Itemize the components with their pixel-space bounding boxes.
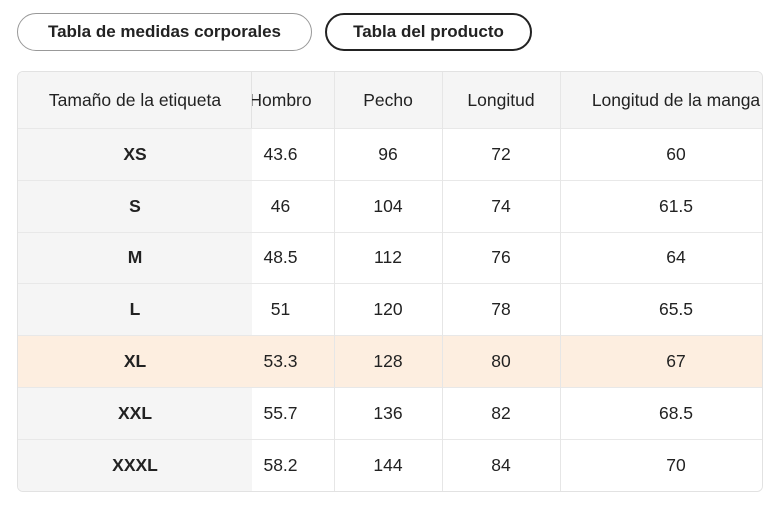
cell-value: 128	[334, 336, 442, 388]
cell-value: 61.5	[560, 180, 762, 233]
cell-value: 58.2	[252, 439, 334, 491]
cell-value: 144	[334, 439, 442, 491]
cell-value: 70	[560, 439, 762, 491]
tab-active[interactable]: Tabla del producto	[325, 13, 532, 51]
size-table: Hombro Pecho Longitud Longitud de la manga 4…	[17, 71, 763, 492]
cell-value: 46	[252, 180, 334, 233]
column-divider	[334, 72, 335, 491]
cell-value: 82	[442, 388, 560, 440]
row-label: XXL	[18, 388, 252, 440]
row-label: XXXL	[18, 439, 252, 491]
cell-value: 112	[334, 232, 442, 285]
cell-value: 74	[442, 180, 560, 233]
header-cell: Longitud	[442, 72, 560, 129]
header-cell: Tamaño de la etiqueta	[18, 72, 252, 129]
cell-value: 51	[252, 284, 334, 337]
header-cell: Hombro	[252, 72, 334, 129]
cell-value: 64	[560, 232, 762, 285]
cell-value: 104	[334, 180, 442, 233]
cell-value: 55.7	[252, 388, 334, 440]
cell-value: 96	[334, 129, 442, 181]
header-cell: Pecho	[334, 72, 442, 129]
row-label: XS	[18, 129, 252, 181]
row-label: L	[18, 284, 252, 337]
cell-value: 78	[442, 284, 560, 337]
cell-value: 80	[442, 336, 560, 388]
cell-value: 48.5	[252, 232, 334, 285]
column-divider	[560, 72, 561, 491]
cell-value: 136	[334, 388, 442, 440]
header-cell: Longitud de la manga	[560, 72, 762, 129]
cell-value: 120	[334, 284, 442, 337]
row-label: M	[18, 232, 252, 285]
cell-value: 76	[442, 232, 560, 285]
cell-value: 72	[442, 129, 560, 181]
cell-value: 60	[560, 129, 762, 181]
cell-value: 43.6	[252, 129, 334, 181]
cell-value: 68.5	[560, 388, 762, 440]
cell-value: 65.5	[560, 284, 762, 337]
cell-value: 84	[442, 439, 560, 491]
label-column: Tamaño de la etiqueta XS S M L XL XXL XXXL	[18, 72, 252, 491]
table-scroll: Hombro Pecho Longitud Longitud de la manga 4…	[252, 72, 762, 491]
row-label: S	[18, 180, 252, 233]
column-divider	[442, 72, 443, 491]
cell-value: 67	[560, 336, 762, 388]
tab[interactable]: Tabla de medidas corporales	[17, 13, 312, 51]
row-label: XL	[18, 336, 252, 388]
table-body: Hombro Pecho Longitud Longitud de la manga 4…	[252, 72, 762, 491]
cell-value: 53.3	[252, 336, 334, 388]
